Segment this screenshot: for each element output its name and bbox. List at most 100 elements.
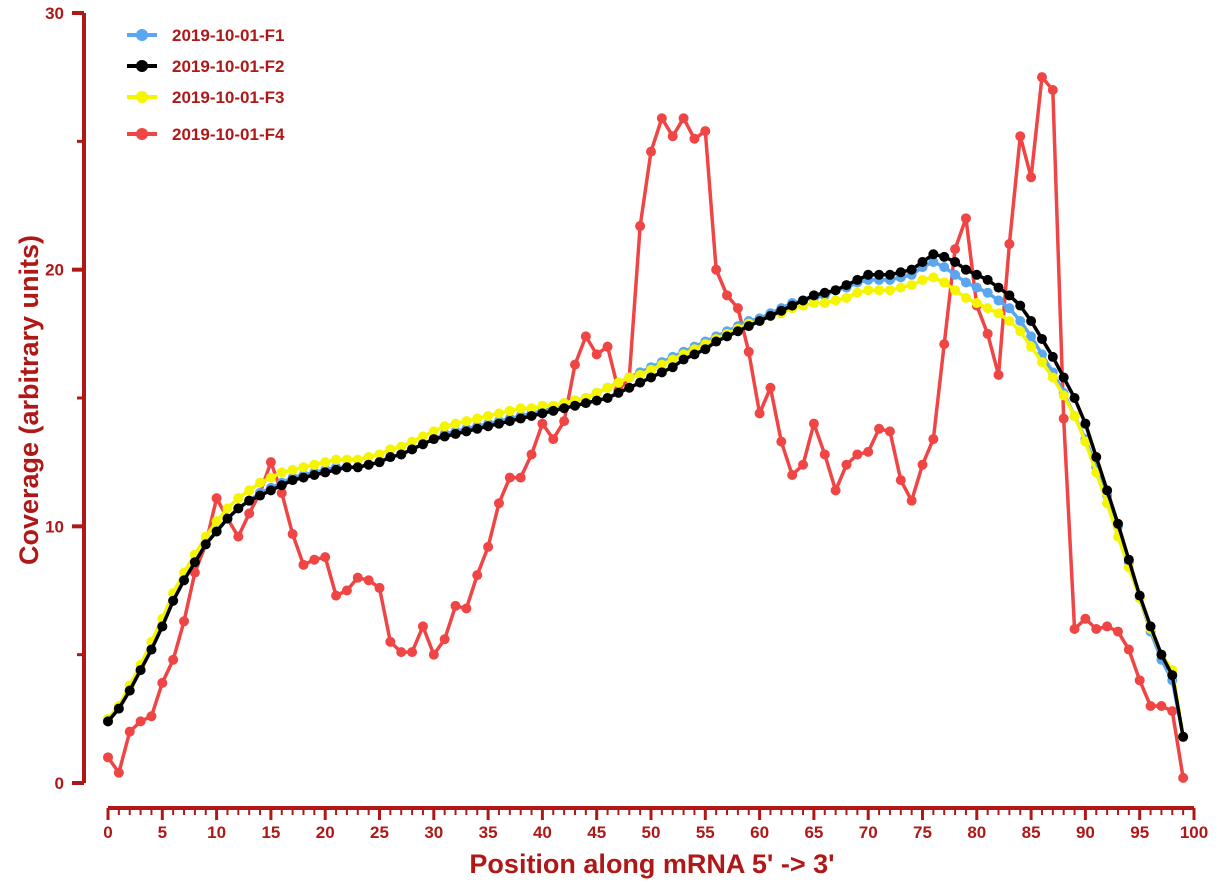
data-point bbox=[504, 405, 515, 416]
x-tick-label: 55 bbox=[696, 823, 715, 842]
data-point bbox=[1091, 624, 1102, 634]
data-point bbox=[678, 113, 689, 124]
data-point bbox=[417, 439, 428, 450]
data-point bbox=[700, 126, 711, 137]
series-layer bbox=[103, 72, 1189, 783]
data-point bbox=[428, 434, 439, 445]
data-point bbox=[385, 452, 396, 463]
data-point bbox=[895, 267, 906, 278]
data-point bbox=[808, 298, 819, 309]
data-point bbox=[1069, 410, 1080, 421]
data-point bbox=[852, 274, 863, 285]
legend-swatch-marker bbox=[136, 91, 148, 103]
data-point bbox=[439, 421, 450, 432]
legend-entry: 2019-10-01-F2 bbox=[127, 57, 284, 76]
legend-entry: 2019-10-01-F3 bbox=[127, 88, 284, 107]
data-point bbox=[1156, 701, 1167, 711]
data-point bbox=[374, 449, 385, 460]
data-point bbox=[1047, 372, 1058, 383]
data-point bbox=[732, 326, 743, 337]
data-point bbox=[591, 349, 602, 360]
legend-label: 2019-10-01-F4 bbox=[172, 125, 285, 144]
data-point bbox=[950, 244, 961, 255]
data-point bbox=[656, 113, 667, 124]
data-point bbox=[1069, 393, 1080, 403]
data-point bbox=[113, 767, 124, 778]
data-point bbox=[439, 634, 450, 645]
x-tick-label: 75 bbox=[913, 823, 932, 842]
data-point bbox=[602, 341, 613, 352]
data-point bbox=[1080, 418, 1091, 429]
data-point bbox=[385, 636, 396, 647]
data-point bbox=[265, 472, 276, 483]
data-point bbox=[819, 287, 830, 298]
data-point bbox=[428, 426, 439, 437]
y-tick-label: 0 bbox=[55, 774, 64, 793]
data-point bbox=[320, 467, 331, 478]
data-point bbox=[1026, 331, 1037, 342]
data-point bbox=[265, 457, 276, 468]
data-point bbox=[504, 472, 515, 483]
y-tick-label: 10 bbox=[45, 517, 64, 536]
x-tick-label: 15 bbox=[261, 823, 280, 842]
data-point bbox=[407, 647, 418, 658]
data-point bbox=[276, 480, 287, 491]
axes-layer: 0 10 20 30 0 5 10 15 20 25 30 35 40 45 50 55 60 65 70 75 80 8… bbox=[45, 4, 1208, 842]
data-point bbox=[233, 493, 244, 504]
series-line bbox=[106, 260, 1185, 738]
data-point bbox=[287, 475, 298, 486]
data-point bbox=[1015, 131, 1026, 142]
data-point bbox=[265, 485, 276, 496]
data-point bbox=[939, 277, 950, 288]
data-point bbox=[602, 393, 613, 403]
data-point bbox=[363, 452, 374, 463]
data-point bbox=[1080, 613, 1091, 624]
legend-swatch-marker bbox=[136, 128, 148, 140]
data-point bbox=[798, 295, 809, 306]
data-point bbox=[874, 423, 885, 434]
data-point bbox=[711, 336, 722, 347]
data-point bbox=[352, 572, 363, 583]
data-point bbox=[233, 531, 244, 542]
data-point bbox=[1004, 303, 1015, 314]
series-2019-10-01-F3 bbox=[103, 272, 1189, 742]
data-point bbox=[1112, 626, 1123, 637]
data-point bbox=[917, 274, 928, 285]
data-point bbox=[1004, 239, 1015, 249]
data-point bbox=[559, 403, 570, 414]
data-point bbox=[808, 418, 819, 429]
data-point bbox=[396, 449, 407, 460]
data-point bbox=[906, 495, 917, 506]
data-point bbox=[515, 403, 526, 414]
data-point bbox=[624, 382, 635, 393]
data-point bbox=[635, 369, 646, 380]
data-point bbox=[808, 290, 819, 301]
legend-label: 2019-10-01-F3 bbox=[172, 88, 284, 107]
data-point bbox=[472, 423, 483, 434]
data-point bbox=[569, 359, 580, 370]
data-point bbox=[157, 621, 168, 632]
y-axis-label: Coverage (arbitrary units) bbox=[14, 235, 44, 565]
data-point bbox=[1015, 316, 1026, 326]
data-point bbox=[711, 264, 722, 275]
data-point bbox=[200, 539, 211, 550]
data-point bbox=[548, 405, 559, 416]
data-point bbox=[950, 256, 961, 267]
series-line bbox=[106, 275, 1185, 738]
x-tick-label: 70 bbox=[859, 823, 878, 842]
data-point bbox=[526, 403, 537, 414]
legend-swatch-marker bbox=[136, 60, 148, 72]
data-point bbox=[396, 647, 407, 658]
data-point bbox=[928, 434, 939, 445]
series-2019-10-01-F2 bbox=[103, 249, 1189, 742]
data-point bbox=[754, 408, 765, 419]
data-point bbox=[787, 470, 798, 480]
data-point bbox=[613, 387, 624, 398]
data-point bbox=[352, 462, 363, 473]
data-point bbox=[103, 716, 113, 727]
data-point bbox=[1026, 316, 1037, 326]
x-tick-label: 0 bbox=[103, 823, 112, 842]
data-point bbox=[830, 295, 841, 306]
series-line bbox=[106, 252, 1185, 738]
